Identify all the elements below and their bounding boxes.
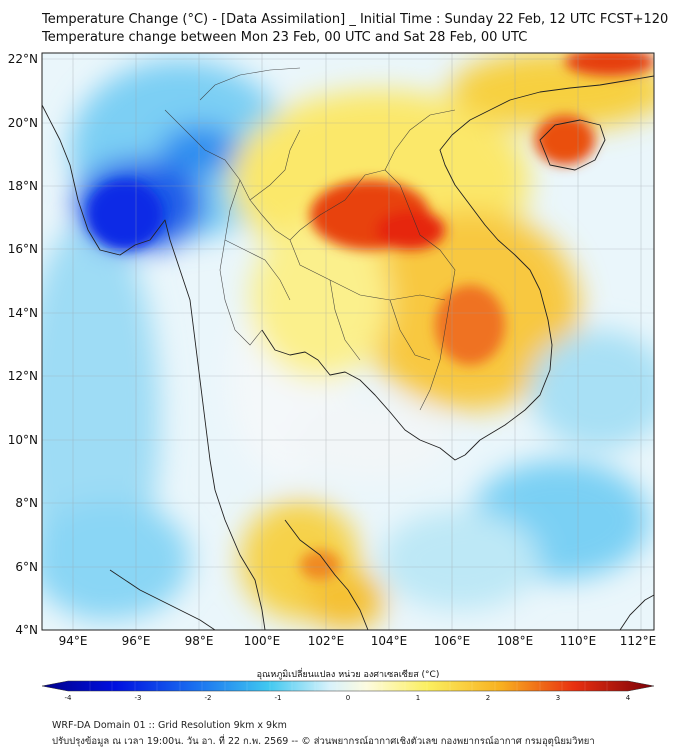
- lon-label: 112°E: [620, 634, 657, 648]
- colorbar-tick: -2: [205, 694, 212, 702]
- map-title-line-2: Temperature change between Mon 23 Feb, 0…: [42, 30, 528, 45]
- colorbar-gradient: [41, 680, 655, 692]
- lat-label: 6°N: [15, 560, 38, 574]
- lon-label: 100°E: [244, 634, 281, 648]
- lat-label: 4°N: [15, 623, 38, 637]
- map-title-line-1: Temperature Change (°C) - [Data Assimila…: [42, 12, 669, 27]
- colorbar-tick: 4: [626, 694, 631, 702]
- lat-label: 16°N: [8, 242, 38, 256]
- lat-label: 22°N: [8, 52, 38, 66]
- footer-model-info: WRF-DA Domain 01 :: Grid Resolution 9km …: [52, 720, 287, 731]
- temperature-field: [42, 53, 654, 630]
- lon-label: 96°E: [122, 634, 151, 648]
- country-borders: [164, 67, 456, 411]
- footer-credit: ปรับปรุงข้อมูล ณ เวลา 19:00น. วัน อา. ที…: [52, 736, 595, 747]
- lon-label: 106°E: [434, 634, 471, 648]
- colorbar-title: อุณหภูมิเปลี่ยนแปลง หน่วย องศาเซลเซียส (…: [257, 667, 440, 680]
- lat-label: 18°N: [8, 179, 38, 193]
- colorbar-tick: 0: [346, 694, 350, 702]
- latitude-labels: 22°N 20°N 18°N 16°N 14°N 12°N 10°N 8°N 6…: [8, 52, 38, 637]
- plot-frame: [41, 52, 655, 631]
- colorbar-tick: 1: [416, 694, 420, 702]
- graticule: [42, 53, 654, 630]
- lon-label: 94°E: [59, 634, 88, 648]
- longitude-labels: 94°E 96°E 98°E 100°E 102°E 104°E 106°E 1…: [59, 634, 657, 648]
- colorbar: อุณหภูมิเปลี่ยนแปลง หน่วย องศาเซลเซียส (…: [41, 667, 655, 702]
- colorbar-tick: -1: [275, 694, 282, 702]
- colorbar-tick: 2: [486, 694, 490, 702]
- lon-label: 110°E: [560, 634, 597, 648]
- lon-label: 102°E: [308, 634, 345, 648]
- lon-label: 98°E: [185, 634, 214, 648]
- lat-label: 8°N: [15, 496, 38, 510]
- lat-label: 14°N: [8, 306, 38, 320]
- colorbar-tick: 3: [556, 694, 560, 702]
- lat-label: 10°N: [8, 433, 38, 447]
- lon-label: 108°E: [497, 634, 534, 648]
- colorbar-tick: -4: [65, 694, 73, 702]
- lat-label: 12°N: [8, 369, 38, 383]
- lat-label: 20°N: [8, 116, 38, 130]
- colorbar-tick: -3: [135, 694, 142, 702]
- coastlines: [42, 75, 654, 630]
- lon-label: 104°E: [371, 634, 408, 648]
